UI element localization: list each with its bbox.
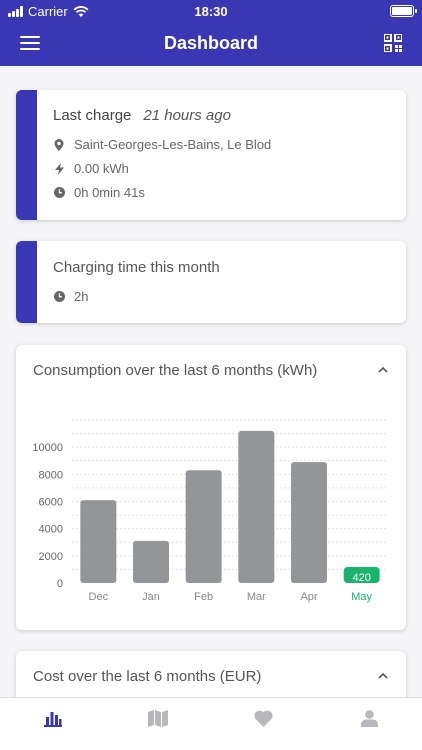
clock-icon (53, 291, 65, 303)
chart-icon (43, 712, 62, 727)
carrier-label: Carrier (28, 4, 68, 19)
bar[interactable] (291, 462, 327, 583)
charging-time-value: 2h (74, 289, 89, 304)
x-tick-label: Mar (247, 591, 266, 603)
consumption-card: Consumption over the last 6 months (kWh)… (16, 345, 406, 630)
status-time: 18:30 (194, 4, 228, 19)
last-charge-ago: 21 hours ago (143, 107, 231, 124)
status-bar: Carrier 18:30 (0, 0, 422, 22)
qr-code-icon[interactable] (384, 34, 402, 52)
y-tick-label: 6000 (39, 497, 63, 509)
status-left: Carrier (8, 4, 89, 19)
chevron-up-icon[interactable] (378, 365, 388, 375)
heart-icon (254, 710, 273, 727)
tab-profile[interactable] (317, 698, 422, 750)
location-pin-icon (53, 138, 65, 151)
y-tick-label: 0 (57, 578, 63, 590)
battery-icon (390, 5, 417, 17)
energy-text: 0.00 kWh (74, 161, 129, 176)
card-accent (16, 90, 37, 220)
clock-icon (53, 187, 65, 199)
bar[interactable] (80, 500, 117, 583)
card-accent (16, 241, 37, 323)
map-icon (148, 710, 169, 727)
y-tick-label: 2000 (39, 551, 63, 563)
bolt-icon (53, 162, 65, 175)
tab-map[interactable] (106, 698, 212, 750)
wifi-icon (73, 5, 89, 17)
bar[interactable] (343, 567, 380, 583)
chevron-up-icon[interactable] (378, 671, 388, 681)
cost-title: Cost over the last 6 months (EUR) (33, 668, 262, 685)
bar[interactable] (133, 540, 169, 583)
consumption-chart: 0 2000 4000 6000 8000 10000 Dec Jan Feb Mar Apr 420… (32, 419, 388, 603)
tab-bar (0, 697, 422, 750)
charging-time-card[interactable]: Charging time this month 2h (16, 241, 406, 323)
y-tick-label: 8000 (39, 469, 63, 481)
duration-text: 0h 0min 41s (74, 185, 145, 200)
nav-bar: Dashboard (0, 22, 422, 66)
last-charge-heading: Last charge 21 hours ago (53, 107, 231, 124)
bar[interactable] (185, 470, 222, 583)
x-tick-label: Apr (300, 591, 317, 603)
energy-row: 0.00 kWh (53, 161, 129, 176)
y-tick-label: 4000 (39, 524, 63, 536)
signal-icon (8, 6, 23, 17)
tab-favorites[interactable] (211, 698, 317, 750)
bar-value-label: 420 (352, 572, 370, 584)
bar[interactable] (238, 430, 275, 583)
user-icon (360, 710, 378, 727)
charging-time-label: Charging time this month (53, 259, 220, 276)
page-title: Dashboard (163, 33, 259, 53)
last-charge-label: Last charge (53, 107, 132, 124)
duration-row: 0h 0min 41s (53, 185, 145, 200)
consumption-title: Consumption over the last 6 months (kWh) (33, 362, 318, 379)
location-row: Saint-Georges-Les-Bains, Le Blod (53, 137, 271, 152)
x-tick-label: Jan (142, 591, 160, 603)
y-tick-label: 10000 (32, 442, 63, 454)
menu-icon[interactable] (20, 36, 40, 52)
x-tick-label: Feb (194, 591, 213, 603)
x-tick-label: Dec (89, 591, 109, 603)
tab-dashboard[interactable] (0, 698, 106, 750)
location-text: Saint-Georges-Les-Bains, Le Blod (74, 137, 272, 152)
charging-time-row: 2h (53, 289, 88, 304)
x-tick-label: May (351, 591, 372, 603)
last-charge-card[interactable]: Last charge 21 hours ago Saint-Georges-Le… (16, 90, 406, 220)
